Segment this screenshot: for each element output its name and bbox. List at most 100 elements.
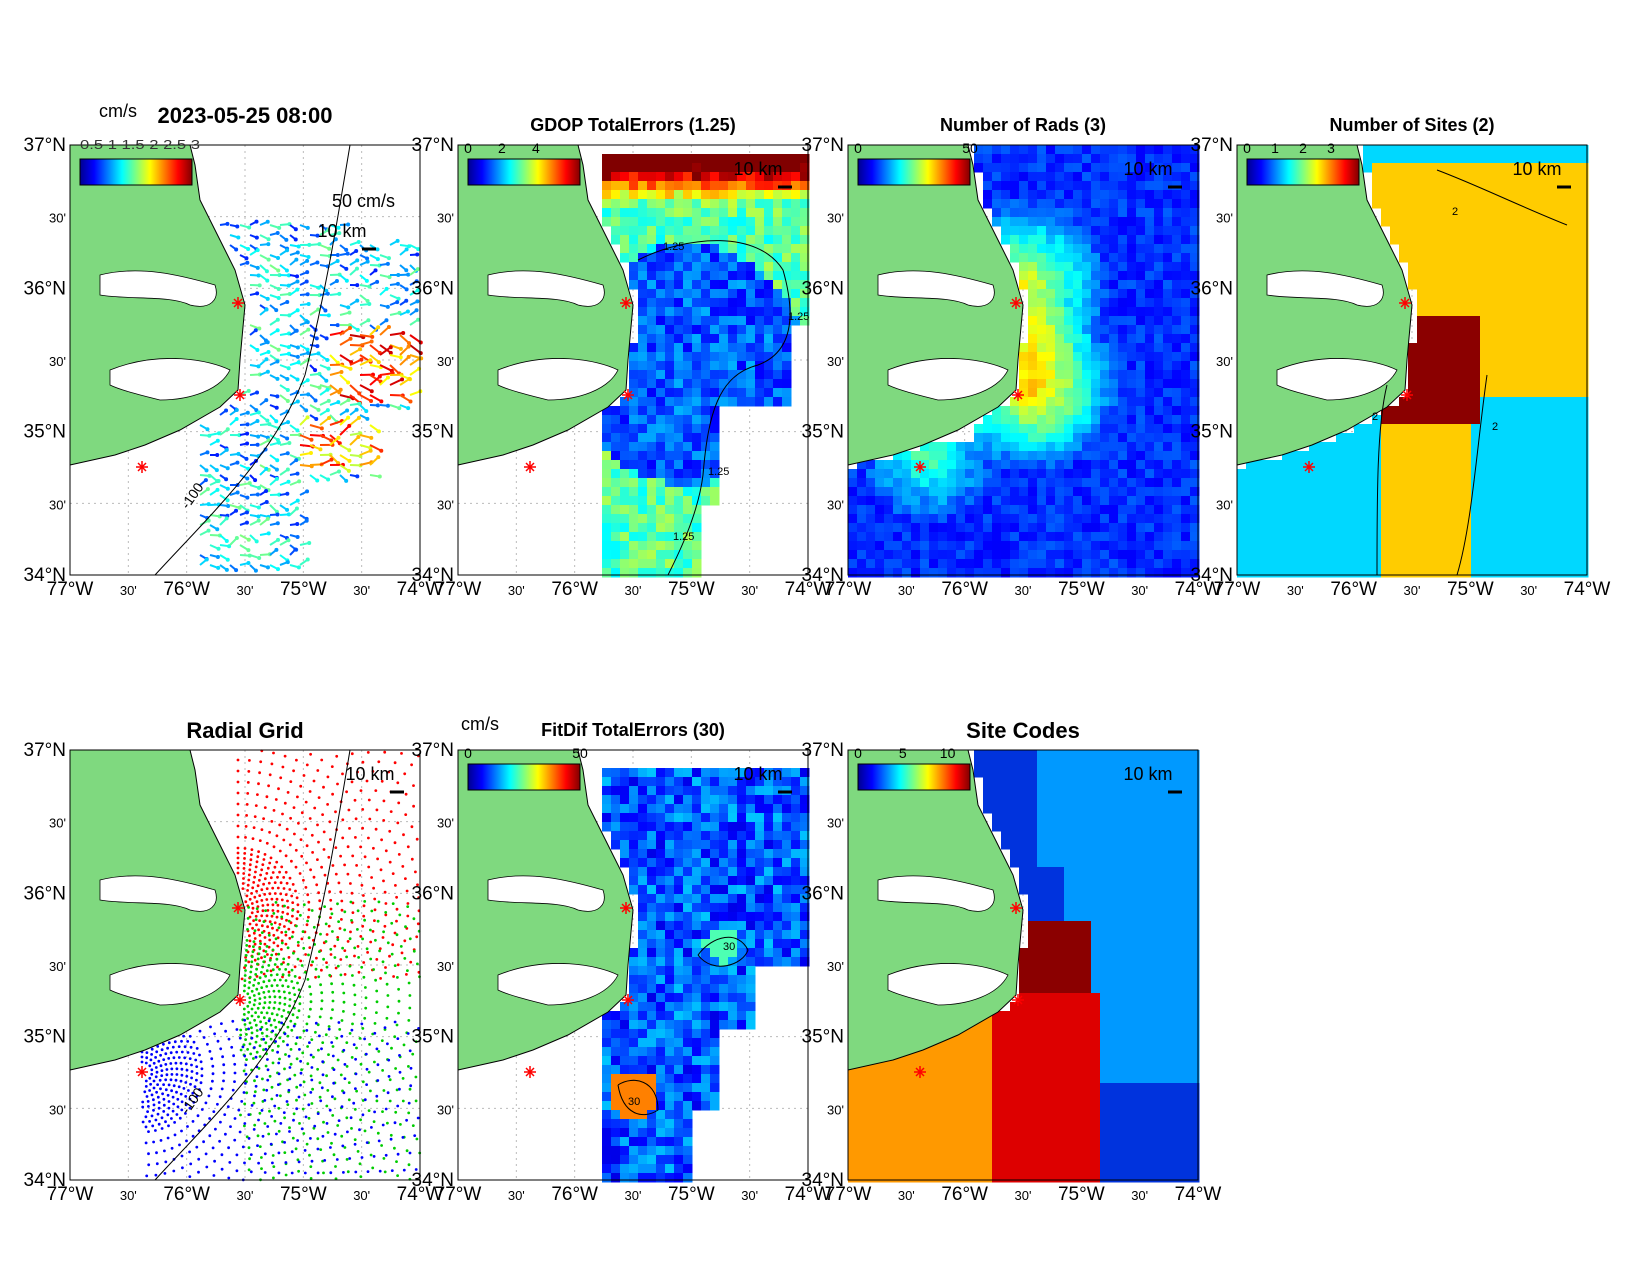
count-cell [992, 559, 1002, 569]
count-cell [1037, 334, 1047, 344]
error-cell [764, 199, 774, 209]
error-cell [611, 190, 621, 200]
count-cell [1190, 289, 1200, 299]
current-vector-head [275, 231, 280, 236]
count-cell [1100, 397, 1110, 407]
site-count-cell [1561, 379, 1571, 389]
error-cell [647, 415, 657, 425]
count-cell [974, 163, 984, 173]
current-vector-head [215, 438, 220, 443]
site-count-cell [1435, 505, 1445, 515]
error-cell [701, 433, 711, 443]
line-35n-label: 35°N [412, 422, 454, 443]
error-cell [692, 271, 702, 281]
site-count-cell [1570, 469, 1580, 479]
count-cell [1073, 550, 1083, 560]
count-cell [1010, 145, 1020, 155]
count-cell [1145, 379, 1155, 389]
count-cell [1163, 550, 1173, 560]
line-36n-label: 36°N [24, 278, 66, 299]
error-cell [791, 316, 801, 326]
radial-grid-point [359, 789, 363, 792]
count-cell [1055, 433, 1065, 443]
count-cell [1163, 433, 1173, 443]
count-cell [1154, 172, 1164, 182]
radial-grid-point [380, 838, 383, 842]
error-cell [728, 307, 738, 317]
count-cell [1145, 415, 1155, 425]
line-34n-label: 34°N [24, 565, 66, 586]
count-cell [1181, 226, 1191, 236]
count-cell [1154, 226, 1164, 236]
site-count-cell [1480, 262, 1490, 272]
error-cell [737, 325, 747, 335]
count-cell [866, 505, 876, 515]
count-cell [1082, 523, 1092, 533]
count-cell [920, 505, 930, 515]
count-cell [1055, 451, 1065, 461]
radial-grid-point [372, 846, 375, 850]
radial-grid-point [263, 806, 267, 809]
current-vector [339, 354, 352, 363]
count-cell [1109, 271, 1119, 281]
error-cell [683, 316, 693, 326]
count-cell [1154, 163, 1164, 173]
current-vector-head [285, 299, 290, 304]
count-cell [1190, 379, 1200, 389]
error-cell [629, 154, 639, 164]
site-count-cell [1462, 550, 1472, 560]
count-cell [947, 496, 957, 506]
site-count-cell [1381, 208, 1391, 218]
radial-grid-point [281, 975, 284, 979]
site-count-cell [1561, 370, 1571, 380]
error-cell [611, 199, 621, 209]
count-cell [1046, 379, 1056, 389]
error-cell [746, 208, 756, 218]
radial-grid-point [251, 837, 255, 840]
error-cell [710, 190, 720, 200]
line-37n-label: 37°N [802, 135, 844, 156]
site-count-cell [1516, 541, 1526, 551]
site-count-cell [1570, 325, 1580, 335]
count-cell [1028, 307, 1038, 317]
count-cell [1118, 532, 1128, 542]
count-cell [1001, 523, 1011, 533]
radial-grid-point [256, 793, 259, 796]
site-count-cell [1480, 469, 1490, 479]
count-cell [992, 532, 1002, 542]
radial-grid-point [255, 900, 259, 904]
pamlico-sound [497, 358, 619, 401]
radial-grid-point [247, 878, 251, 882]
count-cell [1046, 217, 1056, 227]
error-cell [737, 316, 747, 326]
error-cell [629, 550, 639, 560]
radial-grid-point [261, 909, 265, 913]
count-cell [1118, 451, 1128, 461]
error-cell [665, 568, 675, 578]
radial-grid-point [260, 899, 264, 902]
count-cell [1064, 145, 1074, 155]
site-count-cell [1309, 505, 1319, 515]
site-count-cell [1318, 532, 1328, 542]
error-cell [611, 163, 621, 173]
site-count-cell [1444, 145, 1454, 155]
count-cell [1064, 172, 1074, 182]
site-count-cell [1273, 505, 1283, 515]
count-cell [1163, 235, 1173, 245]
error-cell [692, 298, 702, 308]
current-vector-head [365, 256, 370, 261]
count-cell [1055, 289, 1065, 299]
count-cell [1010, 433, 1020, 443]
site-count-cell [1291, 568, 1301, 578]
radial-grid-point [401, 865, 405, 868]
current-vector-head [256, 505, 261, 510]
site-count-cell [1426, 388, 1436, 398]
site-count-cell [1336, 532, 1346, 542]
error-cell [692, 325, 702, 335]
site-count-cell [1426, 217, 1436, 227]
error-cell [629, 388, 639, 398]
error-cell [764, 379, 774, 389]
error-cell [692, 352, 702, 362]
count-cell [1037, 244, 1047, 254]
